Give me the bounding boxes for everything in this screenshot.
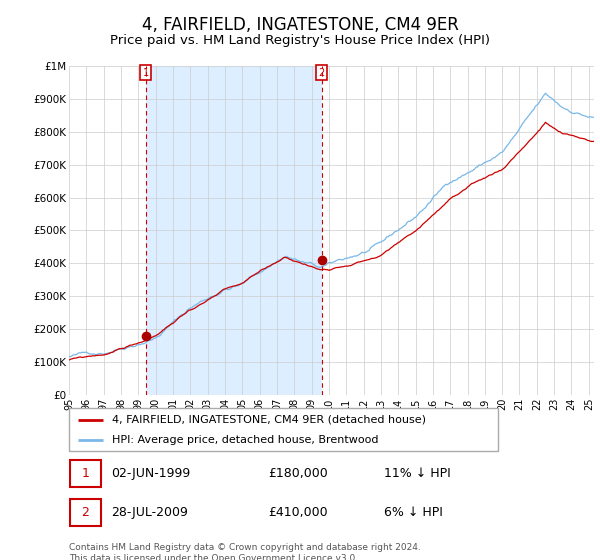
FancyBboxPatch shape	[70, 499, 101, 526]
Text: 2: 2	[319, 68, 325, 78]
FancyBboxPatch shape	[70, 460, 101, 487]
Text: £180,000: £180,000	[269, 466, 328, 480]
Text: 4, FAIRFIELD, INGATESTONE, CM4 9ER (detached house): 4, FAIRFIELD, INGATESTONE, CM4 9ER (deta…	[112, 415, 426, 424]
Text: 4, FAIRFIELD, INGATESTONE, CM4 9ER: 4, FAIRFIELD, INGATESTONE, CM4 9ER	[142, 16, 458, 34]
Text: Price paid vs. HM Land Registry's House Price Index (HPI): Price paid vs. HM Land Registry's House …	[110, 34, 490, 48]
Text: 6% ↓ HPI: 6% ↓ HPI	[384, 506, 443, 519]
Text: 2: 2	[82, 506, 89, 519]
Text: 11% ↓ HPI: 11% ↓ HPI	[384, 466, 451, 480]
Bar	[146, 66, 322, 395]
Text: HPI: Average price, detached house, Brentwood: HPI: Average price, detached house, Bren…	[112, 435, 379, 445]
FancyBboxPatch shape	[69, 408, 498, 451]
Text: Contains HM Land Registry data © Crown copyright and database right 2024.
This d: Contains HM Land Registry data © Crown c…	[69, 543, 421, 560]
Text: 02-JUN-1999: 02-JUN-1999	[111, 466, 190, 480]
Text: 1: 1	[82, 466, 89, 480]
Text: £410,000: £410,000	[269, 506, 328, 519]
Text: 28-JUL-2009: 28-JUL-2009	[111, 506, 188, 519]
Text: 1: 1	[143, 68, 149, 78]
